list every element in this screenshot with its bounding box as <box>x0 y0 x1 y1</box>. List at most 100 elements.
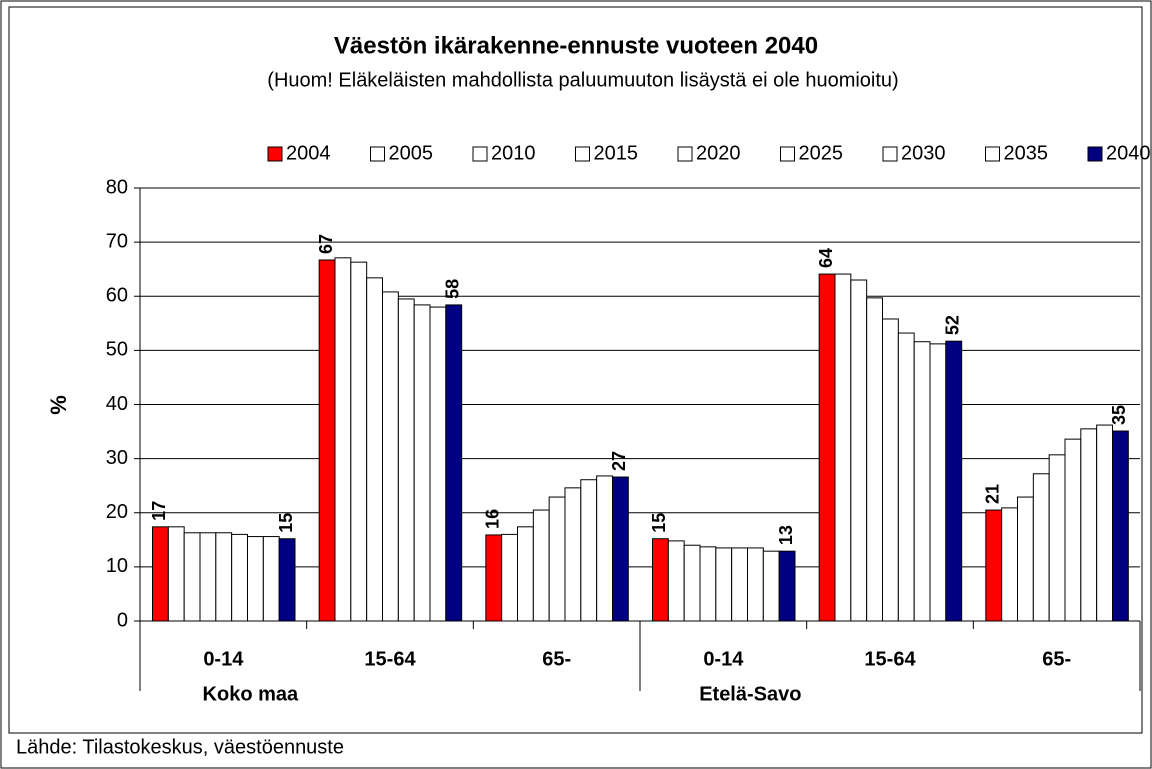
bar <box>247 536 264 622</box>
bar <box>397 298 415 622</box>
legend-label: 2005 <box>389 142 434 164</box>
legend-swatch <box>267 146 283 162</box>
y-tick-label: 10 <box>106 555 128 577</box>
bar <box>596 475 614 622</box>
bar <box>913 341 931 622</box>
bar <box>152 526 169 622</box>
bar <box>278 538 296 622</box>
group-label: Etelä-Savo <box>699 683 801 705</box>
bar <box>1001 507 1019 622</box>
bar <box>866 297 884 622</box>
group-label: Koko maa <box>203 683 299 705</box>
bar <box>715 547 733 622</box>
bar <box>429 306 447 622</box>
x-tick-label: 0-14 <box>703 648 744 670</box>
bar <box>564 487 582 622</box>
y-tick-label: 20 <box>106 501 128 523</box>
legend-label: 2020 <box>696 142 741 164</box>
chart-subtitle: (Huom! Eläkeläisten mahdollista paluumuu… <box>267 69 898 91</box>
chart-title: Väestön ikärakenne-ennuste vuoteen 2040 <box>334 32 818 59</box>
data-label: 16 <box>483 509 503 529</box>
bar <box>262 536 280 622</box>
bar <box>215 532 233 622</box>
data-label: 35 <box>1109 405 1129 425</box>
bar <box>1096 424 1113 622</box>
bar <box>731 547 749 622</box>
y-tick-label: 50 <box>106 339 128 361</box>
data-label: 67 <box>316 234 336 254</box>
data-label: 52 <box>943 315 963 335</box>
legend-label: 2025 <box>799 142 844 164</box>
bar <box>945 340 963 622</box>
bar <box>350 261 368 622</box>
y-tick-label: 40 <box>106 393 128 415</box>
data-label: 58 <box>443 279 463 299</box>
x-tick-label: 65- <box>1042 648 1071 670</box>
y-tick-label: 0 <box>117 609 128 631</box>
bar <box>183 532 201 622</box>
legend-swatch <box>575 146 590 162</box>
bar <box>1064 438 1082 622</box>
y-tick-label: 30 <box>106 447 128 469</box>
bar <box>929 343 947 622</box>
y-tick-label: 80 <box>106 176 128 198</box>
data-label: 21 <box>983 484 1003 504</box>
bar <box>985 509 1003 622</box>
legend-swatch <box>780 146 795 162</box>
bar <box>334 257 352 622</box>
bar <box>882 318 899 622</box>
bar <box>318 259 336 622</box>
data-label: 64 <box>816 248 836 268</box>
chart-area <box>8 6 1143 734</box>
legend-swatch <box>677 146 693 162</box>
x-tick-label: 0-14 <box>203 648 244 670</box>
bar <box>667 540 685 622</box>
bar <box>548 496 566 622</box>
bar <box>1017 496 1034 622</box>
bar <box>517 526 534 622</box>
bar <box>1080 428 1098 622</box>
bar <box>445 304 463 622</box>
data-label: 17 <box>149 501 169 521</box>
bar <box>167 526 185 622</box>
bar <box>699 546 717 622</box>
bar <box>818 273 836 622</box>
legend-label: 2040 <box>1106 142 1151 164</box>
bar <box>612 476 629 622</box>
bar <box>778 550 796 622</box>
legend-label: 2030 <box>901 142 946 164</box>
bar <box>1048 454 1066 622</box>
legend-swatch <box>985 146 1000 162</box>
data-label: 13 <box>776 525 796 545</box>
bar <box>683 544 701 622</box>
legend-label: 2015 <box>594 142 639 164</box>
x-tick-label: 15-64 <box>864 648 916 670</box>
y-axis-label: % <box>46 395 71 415</box>
legend-swatch <box>1087 146 1103 162</box>
source: Lähde: Tilastokeskus, väestöennuste <box>16 736 344 758</box>
legend-label: 2010 <box>491 142 536 164</box>
bar <box>413 304 431 622</box>
legend-swatch <box>472 146 488 162</box>
data-label: 27 <box>609 451 629 471</box>
y-tick-label: 70 <box>106 230 128 252</box>
bar <box>199 532 217 622</box>
bar <box>1032 473 1050 622</box>
x-tick-label: 15-64 <box>364 648 416 670</box>
bar <box>580 479 598 622</box>
x-tick-label: 65- <box>542 648 571 670</box>
bar <box>532 509 550 622</box>
data-label: 15 <box>649 513 669 533</box>
bar <box>485 534 503 622</box>
bar <box>501 533 518 622</box>
bar <box>1112 430 1129 622</box>
legend-swatch <box>370 146 385 162</box>
bar <box>850 279 868 622</box>
y-tick-label: 60 <box>106 285 128 307</box>
bar <box>834 273 852 622</box>
bar <box>747 547 764 622</box>
bar <box>762 550 780 622</box>
bar <box>366 277 383 622</box>
legend-swatch <box>882 146 898 162</box>
